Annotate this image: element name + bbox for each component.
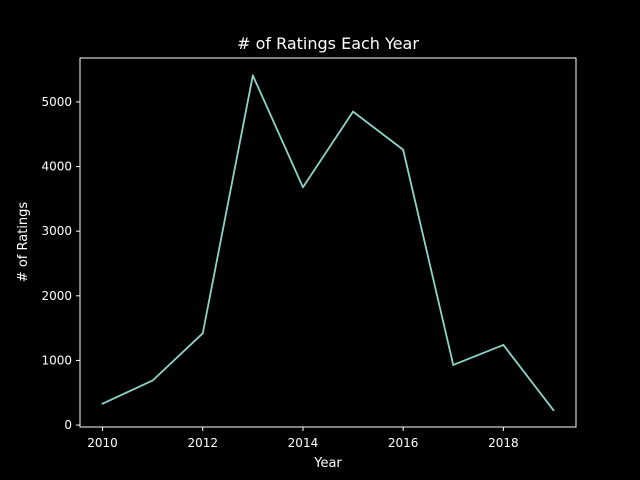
- data-point: [201, 332, 204, 335]
- x-tick-label: 2018: [488, 436, 519, 450]
- chart-title: # of Ratings Each Year: [237, 34, 419, 53]
- data-point: [502, 344, 505, 346]
- data-point: [352, 110, 354, 113]
- x-tick-label: 2010: [87, 436, 118, 450]
- plot-area: 2010 2012 2014 2016 2018 0 1000 2000 3000 4000 500…: [41, 57, 577, 450]
- data-point: [552, 409, 555, 412]
- data-point: [402, 148, 405, 151]
- x-tick-label: 2012: [187, 436, 218, 450]
- series-line: [101, 74, 555, 412]
- data-point: [101, 402, 104, 405]
- x-axis-title: Year: [313, 456, 342, 471]
- y-tick-label: 4000: [41, 160, 72, 174]
- y-tick-label: 3000: [41, 224, 72, 238]
- data-point: [302, 186, 304, 189]
- data-point: [452, 364, 455, 366]
- data-point: [151, 379, 154, 382]
- y-axis-title: # of Ratings: [16, 202, 31, 283]
- y-tick-label: 1000: [41, 353, 72, 367]
- x-tick-label: 2014: [288, 436, 319, 450]
- y-tick-label: 2000: [41, 289, 72, 303]
- data-point: [251, 74, 254, 77]
- y-tick-label: 5000: [41, 95, 72, 109]
- y-tick-label: 0: [64, 418, 72, 432]
- x-tick-label: 2016: [388, 436, 419, 450]
- plot-frame: [79, 57, 577, 428]
